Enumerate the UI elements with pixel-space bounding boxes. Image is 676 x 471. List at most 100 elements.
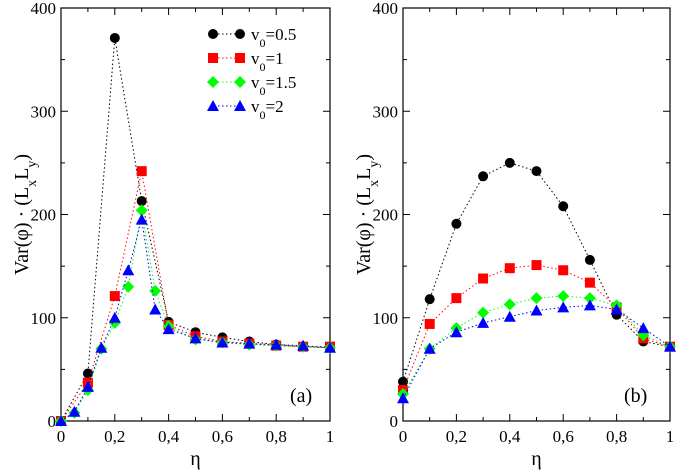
y-axis-label-subscript: y	[25, 161, 40, 168]
data-point	[109, 291, 120, 302]
x-tick-label: 0,6	[212, 427, 233, 446]
legend-marker	[235, 53, 245, 63]
series-1	[398, 260, 675, 396]
y-tick-label: 100	[373, 309, 399, 328]
y-axis-label-part: Var(φ) · (L	[11, 187, 33, 275]
data-point	[637, 322, 650, 334]
x-tick-label: 0,8	[266, 427, 287, 446]
data-point	[583, 292, 596, 305]
x-tick-label: 0,8	[606, 427, 627, 446]
x-tick-label: 0,4	[158, 427, 180, 446]
data-point	[504, 263, 515, 274]
plot-frame	[402, 7, 671, 422]
data-point	[451, 218, 462, 229]
legend-label-value: =1.5	[266, 73, 297, 92]
y-tick-label: 0	[48, 412, 57, 431]
legend-label-value: =1	[266, 49, 284, 68]
data-point	[478, 273, 489, 284]
y-axis-label-part: )	[11, 154, 33, 161]
data-point	[423, 342, 436, 354]
data-point	[81, 380, 94, 392]
legend-entry: v0=1	[208, 49, 284, 74]
y-tick-label: 300	[373, 102, 399, 121]
data-point	[531, 260, 542, 271]
legend-label-subscript: 0	[260, 60, 266, 74]
y-axis-label: Var(φ) · (LxLy)	[353, 154, 382, 275]
legend-marker	[234, 76, 246, 88]
y-tick-label: 200	[31, 206, 57, 225]
data-point	[530, 292, 543, 305]
legend-marker	[208, 29, 218, 39]
plot-frame	[60, 7, 331, 422]
legend-label-main: v	[251, 97, 260, 116]
legend-entry: v0=1.5	[207, 73, 296, 98]
data-point	[664, 340, 676, 352]
data-point	[558, 201, 569, 212]
data-point	[557, 301, 570, 313]
data-point	[531, 166, 542, 177]
data-point	[583, 299, 596, 311]
data-point	[584, 277, 595, 288]
data-point	[324, 341, 336, 353]
x-tick-label: 1	[326, 427, 335, 446]
data-point	[122, 264, 135, 276]
legend-marker	[207, 76, 219, 88]
data-point	[55, 415, 67, 426]
y-tick-label: 400	[373, 0, 399, 18]
legend-label-main: v	[251, 73, 260, 92]
data-point	[424, 294, 435, 305]
data-point	[122, 280, 135, 293]
y-tick-label: 200	[373, 206, 399, 225]
data-point	[149, 303, 162, 315]
x-tick-label: 0,6	[553, 427, 574, 446]
data-point	[135, 213, 148, 225]
data-point	[109, 32, 120, 43]
data-point	[135, 204, 148, 217]
data-point	[243, 337, 256, 349]
data-point	[557, 290, 570, 303]
legend-entry: v0=0.5	[208, 25, 296, 50]
panel-label: (a)	[290, 385, 312, 407]
legend-label-value: =2	[266, 97, 284, 116]
data-point	[477, 306, 490, 319]
legend-label: v0=0.5	[251, 25, 296, 50]
data-point	[297, 339, 310, 351]
y-axis-label-part: Var(φ) · (L	[353, 187, 375, 275]
data-point	[149, 284, 162, 297]
data-point	[477, 316, 490, 328]
data-point	[162, 323, 175, 335]
panel-label: (b)	[624, 385, 647, 407]
y-axis-label-part: L	[11, 168, 33, 180]
panel-b: 0 0,2 0,4 0,6 0,8 1 0 100 200 300 400 η Var(φ) · (Lx…	[353, 0, 676, 470]
legend-marker	[207, 100, 219, 111]
data-point	[503, 298, 516, 311]
data-point	[136, 196, 147, 207]
x-axis-label: η	[190, 448, 200, 470]
series-0	[398, 157, 675, 387]
y-axis-label-subscript: x	[367, 180, 382, 187]
series-3	[397, 299, 676, 404]
series-line	[402, 264, 671, 391]
series-line	[60, 171, 330, 422]
legend-marker	[235, 29, 245, 39]
data-point	[108, 311, 121, 323]
data-point	[530, 304, 543, 316]
legend-label-subscript: 0	[260, 36, 266, 50]
series-3	[55, 213, 336, 426]
y-tick-label: 100	[31, 309, 57, 328]
x-tick-label: 0	[57, 427, 66, 446]
x-tick-label: 1	[666, 427, 675, 446]
data-point	[95, 341, 108, 353]
y-axis-label-subscript: y	[367, 161, 382, 168]
data-point	[503, 310, 516, 322]
y-axis-label-part: )	[353, 154, 375, 161]
data-point	[504, 157, 515, 168]
y-axis-label-part: L	[353, 168, 375, 180]
data-point	[136, 166, 147, 177]
x-axis-label: η	[531, 448, 541, 470]
series-line	[402, 162, 671, 382]
legend-label: v0=1.5	[251, 73, 296, 98]
data-point	[270, 338, 283, 350]
legend-label-subscript: 0	[260, 84, 266, 98]
